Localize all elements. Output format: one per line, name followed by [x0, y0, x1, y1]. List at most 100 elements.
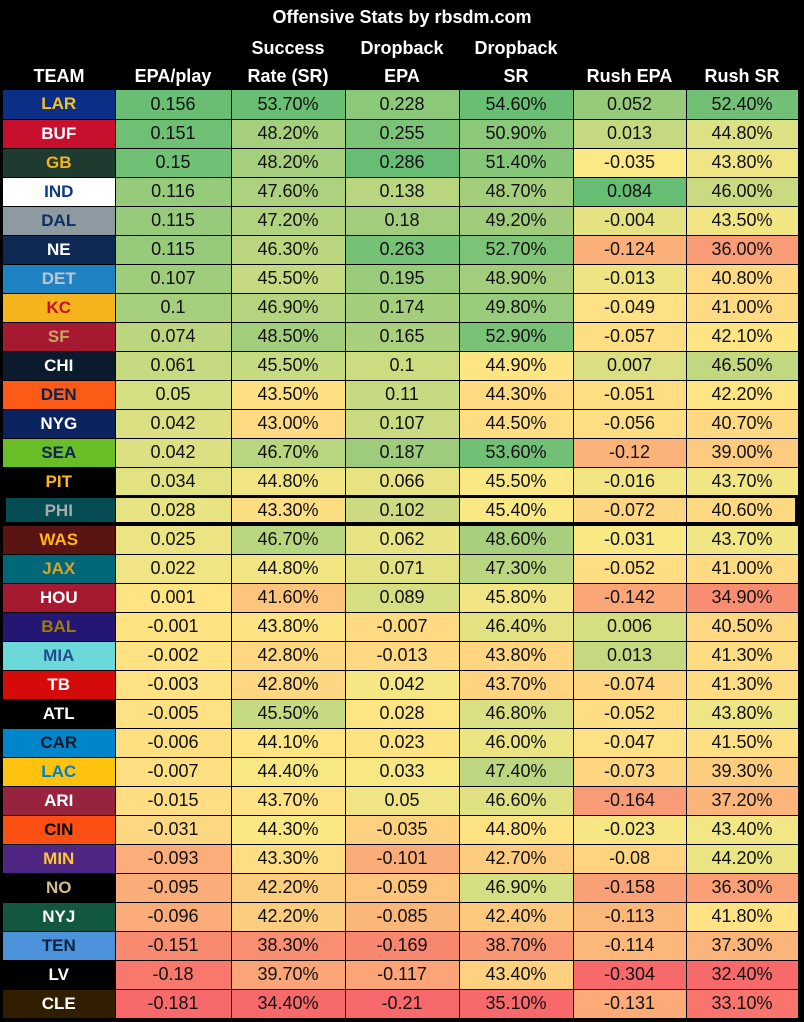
stat-cell-rush-epa: -0.023 [573, 815, 687, 845]
stat-cell-epa-play: 0.151 [115, 119, 232, 149]
stat-cell-rush-epa: -0.114 [573, 931, 687, 961]
team-cell: TB [3, 670, 116, 700]
stat-cell-dropback-epa: 0.165 [345, 322, 460, 352]
table-row-dal: DAL 0.115 47.20% 0.18 49.20% -0.004 43.50% [3, 206, 799, 236]
stat-cell-dropback-epa: 0.174 [345, 293, 460, 323]
stat-cell-epa-play: 0.001 [115, 583, 232, 613]
stat-cell-epa-play: -0.001 [115, 612, 232, 642]
stat-cell-rush-epa: -0.057 [573, 322, 687, 352]
stat-cell-rush-epa: -0.051 [573, 380, 687, 410]
stat-cell-dropback-epa: -0.169 [345, 931, 460, 961]
stat-cell-dropback-sr: 45.50% [459, 467, 574, 497]
team-cell: CLE [3, 989, 116, 1019]
stat-cell-epa-play: 0.028 [115, 496, 232, 526]
stat-cell-epa-play: -0.006 [115, 728, 232, 758]
stat-cell-dropback-epa: 0.138 [345, 177, 460, 207]
stat-cell-epa-play: 0.156 [115, 90, 232, 120]
table-row-car: CAR -0.006 44.10% 0.023 46.00% -0.047 41.50% [3, 728, 799, 758]
team-cell: GB [3, 148, 116, 178]
table-row-cin: CIN -0.031 44.30% -0.035 44.80% -0.023 43.40% [3, 815, 799, 845]
stat-cell-epa-play: 0.061 [115, 351, 232, 381]
team-cell: MIA [3, 641, 116, 671]
stat-cell-dropback-epa: 0.062 [345, 525, 460, 555]
stat-cell-rush-sr: 41.00% [686, 293, 799, 323]
stat-cell-epa-play: 0.115 [115, 206, 232, 236]
stat-cell-dropback-epa: 0.18 [345, 206, 460, 236]
stat-cell-dropback-epa: -0.013 [345, 641, 460, 671]
stat-cell-rush-sr: 40.70% [686, 409, 799, 439]
stat-cell-dropback-sr: 45.40% [459, 496, 574, 526]
stat-cell-epa-play: 0.1 [115, 293, 232, 323]
stat-cell-rush-epa: -0.304 [573, 960, 687, 990]
stat-cell-rush-sr: 37.20% [686, 786, 799, 816]
stat-cell-epa-play: 0.116 [115, 177, 232, 207]
header-line1 [3, 34, 115, 62]
stat-cell-rush-sr: 43.70% [686, 525, 799, 555]
table-row-ari: ARI -0.015 43.70% 0.05 46.60% -0.164 37.20% [3, 786, 799, 816]
stat-cell-epa-play: -0.005 [115, 699, 232, 729]
stat-cell-dropback-sr: 47.30% [459, 554, 574, 584]
team-cell: CAR [3, 728, 116, 758]
table-row-kc: KC 0.1 46.90% 0.174 49.80% -0.049 41.00% [3, 293, 799, 323]
table-row-sea: SEA 0.042 46.70% 0.187 53.60% -0.12 39.00% [3, 438, 799, 468]
stat-cell-dropback-sr: 44.80% [459, 815, 574, 845]
team-cell: NE [3, 235, 116, 265]
stat-cell-dropback-sr: 49.80% [459, 293, 574, 323]
table-row-lac: LAC -0.007 44.40% 0.033 47.40% -0.073 39.30% [3, 757, 799, 787]
stat-cell-dropback-sr: 42.40% [459, 902, 574, 932]
stat-cell-dropback-epa: 0.102 [345, 496, 460, 526]
stat-cell-rush-epa: -0.08 [573, 844, 687, 874]
stat-cell-rush-sr: 32.40% [686, 960, 799, 990]
stat-cell-rush-sr: 42.20% [686, 380, 799, 410]
stat-cell-dropback-epa: 0.187 [345, 438, 460, 468]
stat-cell-dropback-sr: 44.50% [459, 409, 574, 439]
team-cell: PHI [3, 496, 116, 526]
stat-cell-dropback-sr: 54.60% [459, 90, 574, 120]
header-line1: Success [251, 38, 325, 58]
table-row-sf: SF 0.074 48.50% 0.165 52.90% -0.057 42.10% [3, 322, 799, 352]
page-title: Offensive Stats by rbsdm.com [272, 7, 532, 27]
stat-cell-dropback-sr: 44.30% [459, 380, 574, 410]
team-cell: DEN [3, 380, 116, 410]
table-row-hou: HOU 0.001 41.60% 0.089 45.80% -0.142 34.90% [3, 583, 799, 613]
stat-cell-epa-play: 0.074 [115, 322, 232, 352]
stat-cell-dropback-sr: 46.80% [459, 699, 574, 729]
stat-cell-rush-sr: 46.50% [686, 351, 799, 381]
stat-cell-success-rate: 46.70% [231, 438, 346, 468]
stat-cell-epa-play: 0.025 [115, 525, 232, 555]
stat-cell-success-rate: 45.50% [231, 351, 346, 381]
stat-cell-success-rate: 46.70% [231, 525, 346, 555]
header-line2: EPA [384, 66, 420, 86]
team-cell: DAL [3, 206, 116, 236]
stat-cell-rush-sr: 33.10% [686, 989, 799, 1019]
stat-cell-dropback-epa: 0.11 [345, 380, 460, 410]
stat-cell-rush-sr: 41.30% [686, 670, 799, 700]
stat-cell-dropback-sr: 38.70% [459, 931, 574, 961]
header-team: TEAM [3, 32, 115, 90]
stat-cell-dropback-sr: 43.80% [459, 641, 574, 671]
stat-cell-success-rate: 48.20% [231, 119, 346, 149]
stat-cell-rush-epa: -0.031 [573, 525, 687, 555]
stat-cell-dropback-epa: -0.117 [345, 960, 460, 990]
stat-cell-epa-play: -0.007 [115, 757, 232, 787]
team-cell: HOU [3, 583, 116, 613]
stat-cell-epa-play: -0.031 [115, 815, 232, 845]
header-line2: Rush EPA [586, 66, 673, 86]
stat-cell-epa-play: -0.095 [115, 873, 232, 903]
stat-cell-rush-epa: -0.035 [573, 148, 687, 178]
stat-cell-epa-play: -0.181 [115, 989, 232, 1019]
stat-cell-success-rate: 44.40% [231, 757, 346, 787]
stat-cell-epa-play: -0.003 [115, 670, 232, 700]
stats-table: LAR 0.156 53.70% 0.228 54.60% 0.052 52.40% BUF 0… [3, 90, 799, 1019]
stat-cell-success-rate: 43.30% [231, 844, 346, 874]
stat-cell-rush-epa: -0.158 [573, 873, 687, 903]
stat-cell-rush-sr: 43.80% [686, 148, 799, 178]
stat-cell-dropback-sr: 46.90% [459, 873, 574, 903]
stat-cell-epa-play: 0.05 [115, 380, 232, 410]
stat-cell-rush-epa: 0.052 [573, 90, 687, 120]
stat-cell-rush-epa: -0.164 [573, 786, 687, 816]
team-cell: JAX [3, 554, 116, 584]
stat-cell-dropback-epa: 0.089 [345, 583, 460, 613]
stat-cell-rush-epa: 0.013 [573, 119, 687, 149]
